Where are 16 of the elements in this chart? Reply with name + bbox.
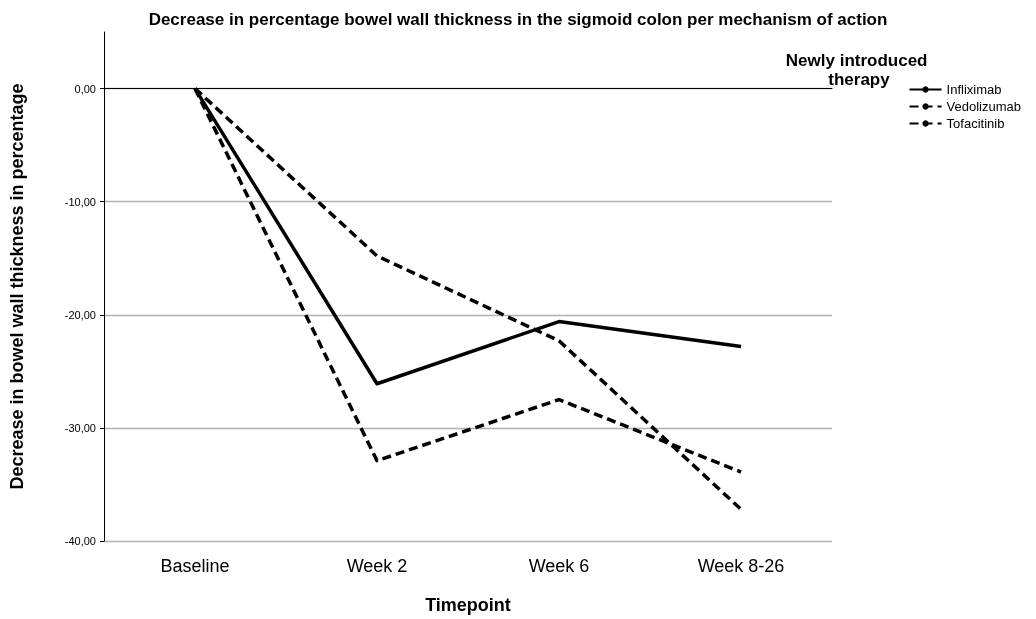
x-tick-label: Baseline [160,556,230,576]
y-tick-label: -40,00 [64,535,96,547]
x-tick-label: Week 6 [528,556,590,576]
x-tick-label: Week 8-26 [697,556,785,576]
y-tick-label: -30,00 [64,421,96,434]
legend-label: Tofacitinib [946,116,1005,131]
y-tick-label: 0,00 [74,82,96,95]
chart-title: Decrease in percentage bowel wall thickness in the sigmoid colon per mechanism of action [148,10,888,29]
legend-label: Vedolizumab [946,99,1022,114]
x-axis-title: Timepoint [425,595,511,615]
y-tick-label: -20,00 [64,308,96,321]
y-axis-title: Decrease in bowel wall thickness in percentage [7,83,27,490]
y-tick-label: -10,00 [64,195,96,208]
x-tick-label: Week 2 [346,556,408,576]
legend-label: Infliximab [946,82,1002,97]
legend-title: Newly introduced therapy [785,51,933,89]
